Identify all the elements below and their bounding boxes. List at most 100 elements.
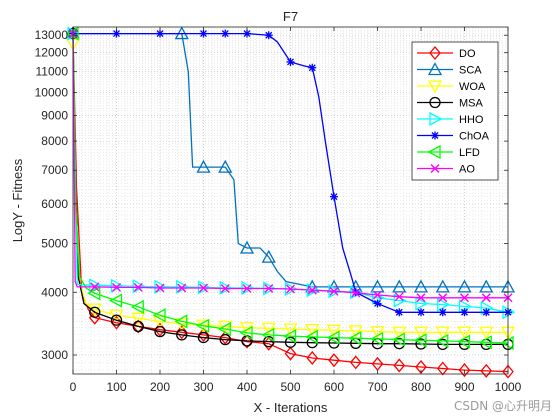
series-line xyxy=(72,33,508,346)
data-point xyxy=(392,326,407,340)
data-point xyxy=(308,63,317,72)
data-point xyxy=(175,325,188,340)
data-point xyxy=(457,279,472,293)
data-point xyxy=(152,315,168,329)
data-point xyxy=(197,327,210,342)
y-tick-label: 3000 xyxy=(41,348,68,362)
data-point xyxy=(196,159,211,173)
y-tick-label: 8000 xyxy=(41,134,68,148)
data-point xyxy=(174,318,189,332)
data-point xyxy=(155,283,165,293)
y-axis-label: LogY - Fitness xyxy=(10,158,25,242)
data-point xyxy=(370,279,385,293)
x-tick-label: 600 xyxy=(324,380,344,394)
data-point xyxy=(437,297,451,312)
x-tick-label: 300 xyxy=(193,380,213,394)
x-tick-label: 200 xyxy=(150,380,170,394)
data-point xyxy=(328,353,340,368)
series-layer xyxy=(65,26,516,379)
legend-label: MSA xyxy=(459,98,484,110)
data-point xyxy=(373,290,382,300)
data-point xyxy=(132,319,145,334)
data-point xyxy=(152,308,166,323)
data-point xyxy=(500,335,514,351)
data-point xyxy=(284,346,297,361)
data-point xyxy=(326,324,342,338)
data-point xyxy=(460,308,469,317)
data-point xyxy=(393,358,406,373)
data-point xyxy=(348,331,362,346)
y-tick-label: 11000 xyxy=(36,65,69,79)
data-point xyxy=(220,284,230,293)
data-point xyxy=(306,350,319,365)
data-point xyxy=(431,131,439,140)
data-point xyxy=(87,286,101,301)
x-tick-label: 500 xyxy=(280,380,300,394)
data-point xyxy=(351,288,361,298)
x-tick-label: 100 xyxy=(106,380,126,394)
data-point xyxy=(413,326,429,340)
x-tick-label: 0 xyxy=(70,380,77,394)
data-point xyxy=(283,323,298,337)
data-point xyxy=(176,329,188,341)
data-point xyxy=(283,329,297,344)
data-point xyxy=(110,314,123,326)
data-point xyxy=(239,240,255,254)
data-point xyxy=(286,57,295,66)
data-point xyxy=(435,333,449,349)
data-point xyxy=(326,330,340,345)
x-tick-label: 700 xyxy=(367,380,387,394)
data-point xyxy=(241,334,253,349)
data-point xyxy=(330,192,338,201)
x-axis-label: X - Iterations xyxy=(254,400,328,415)
data-point xyxy=(109,293,123,308)
data-point xyxy=(429,111,443,127)
data-point xyxy=(90,282,100,292)
series-lfd xyxy=(65,26,514,351)
data-point xyxy=(154,279,168,294)
data-point xyxy=(478,335,492,350)
data-point xyxy=(427,80,443,94)
legend-label: SCA xyxy=(459,65,482,77)
legend-box xyxy=(411,41,499,181)
data-point xyxy=(239,325,253,341)
data-point xyxy=(348,325,363,339)
y-tick-label: 7000 xyxy=(41,163,68,177)
data-point xyxy=(174,314,188,329)
y-tick-label: 12000 xyxy=(35,46,69,60)
series-line xyxy=(72,33,509,373)
data-point xyxy=(417,308,425,317)
data-point xyxy=(416,293,426,303)
data-point xyxy=(370,325,385,339)
data-point xyxy=(304,329,318,344)
data-point xyxy=(427,144,441,160)
legend-item-woa: WOA xyxy=(417,80,486,94)
data-point xyxy=(413,333,427,348)
data-point xyxy=(243,29,251,38)
chart-title: F7 xyxy=(283,9,298,24)
x-tick-label: 1000 xyxy=(495,380,522,394)
data-point xyxy=(457,334,471,349)
legend-item-lfd: LFD xyxy=(417,144,480,160)
x-tick-label: 800 xyxy=(411,380,431,394)
data-point xyxy=(435,326,450,340)
legend-label: LFD xyxy=(459,147,480,159)
data-point xyxy=(349,355,362,370)
y-tick-label: 9000 xyxy=(41,108,68,122)
data-point xyxy=(197,331,210,344)
legend: DO SCA WOA MSA HHO ChOA LFD AO xyxy=(411,41,499,181)
data-point xyxy=(481,293,491,303)
ticks-layer: 0 100 200 300 400 500 600 700 800 900 1000 3000 4000… xyxy=(35,27,522,394)
y-tick-label: 6000 xyxy=(41,197,68,211)
data-point xyxy=(458,363,471,378)
data-point xyxy=(156,29,164,38)
data-point xyxy=(199,283,208,293)
data-point xyxy=(394,292,404,302)
data-point xyxy=(430,164,440,173)
legend-label: ChOA xyxy=(459,131,490,143)
data-point xyxy=(427,62,443,76)
data-point xyxy=(286,284,295,294)
data-point xyxy=(221,29,230,38)
data-point xyxy=(131,312,146,326)
